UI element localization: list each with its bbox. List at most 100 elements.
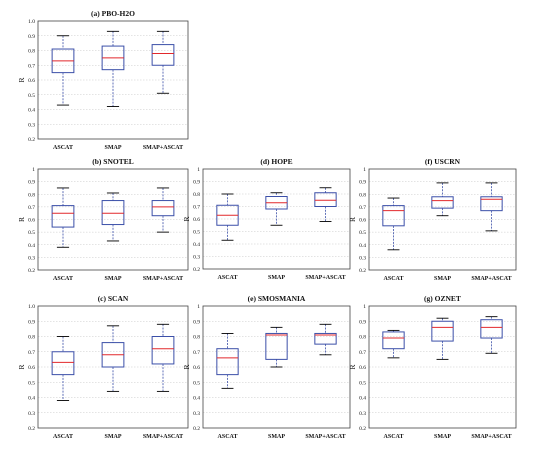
box-smap-ascat xyxy=(480,182,503,232)
iqr-box xyxy=(51,351,75,376)
y-tick-label: 0.7 xyxy=(193,205,200,211)
box-smap-ascat xyxy=(314,187,337,222)
y-tick-label: 0.3 xyxy=(193,411,200,417)
box-smap-ascat xyxy=(151,187,175,233)
x-category-label: ASCAT xyxy=(218,275,238,281)
box-ascat xyxy=(51,336,75,401)
plot-frame xyxy=(202,168,351,270)
chart-title: (d) HOPE xyxy=(260,157,292,166)
y-tick-label: 0.4 xyxy=(359,243,366,249)
box-smap-ascat xyxy=(480,316,503,354)
y-tick-label: 0.8 xyxy=(28,192,35,198)
y-tick-label: 0.6 xyxy=(28,365,35,371)
y-tick-label: 0.7 xyxy=(28,63,35,69)
y-tick-label: 0.2 xyxy=(28,137,35,143)
iqr-box xyxy=(51,205,75,228)
chart-title: (a) PBO-H2O xyxy=(91,9,135,18)
y-axis-label: R xyxy=(17,217,26,222)
y-tick-label: 0.3 xyxy=(28,122,35,128)
x-category-label: ASCAT xyxy=(53,434,73,440)
y-tick-label: 0.7 xyxy=(193,350,200,356)
y-tick-label: 0.9 xyxy=(28,180,35,186)
chart-title: (e) SMOSMANIA xyxy=(248,294,306,303)
y-tick-label: 0.7 xyxy=(28,205,35,211)
y-tick-label: 0.8 xyxy=(28,49,35,55)
y-tick-label: 1.0 xyxy=(28,19,35,25)
y-tick-label: 0.9 xyxy=(28,34,35,40)
y-axis-label: R xyxy=(348,217,357,222)
x-category-label: SMAP+ASCAT xyxy=(305,434,345,440)
y-axis-label: R xyxy=(182,216,191,221)
x-category-label: ASCAT xyxy=(53,276,73,282)
x-category-label: SMAP xyxy=(105,145,122,151)
y-tick-label: 0.3 xyxy=(359,411,366,417)
iqr-box xyxy=(431,320,454,342)
y-tick-label: 0.5 xyxy=(359,380,366,386)
x-category-label: SMAP xyxy=(268,434,285,440)
y-tick-label: 0.7 xyxy=(359,205,366,211)
x-category-label: SMAP xyxy=(434,434,451,440)
box-ascat xyxy=(51,187,75,248)
y-tick-label: 0.8 xyxy=(28,335,35,341)
y-tick-label: 0.2 xyxy=(193,267,200,273)
y-tick-label: 1 xyxy=(32,167,35,173)
box-ascat xyxy=(216,333,239,389)
y-tick-label: 0.2 xyxy=(193,426,200,432)
iqr-box xyxy=(480,319,503,339)
y-tick-label: 0.4 xyxy=(28,243,35,249)
box-smap xyxy=(101,325,125,392)
y-tick-label: 0.2 xyxy=(28,426,35,432)
box-ascat xyxy=(51,35,75,106)
y-tick-label: 0.5 xyxy=(28,230,35,236)
x-category-label: ASCAT xyxy=(384,276,404,282)
box-smap xyxy=(265,192,288,226)
y-tick-label: 1 xyxy=(363,304,366,310)
x-category-label: SMAP+ASCAT xyxy=(305,275,345,281)
y-tick-label: 0.5 xyxy=(193,380,200,386)
plot-frame xyxy=(37,305,189,429)
plot-frame xyxy=(368,305,517,429)
y-tick-label: 0.5 xyxy=(28,380,35,386)
y-tick-label: 0.4 xyxy=(359,396,366,402)
iqr-box xyxy=(151,44,175,66)
box-smap xyxy=(265,326,288,368)
y-tick-label: 0.5 xyxy=(193,230,200,236)
x-category-label: SMAP xyxy=(105,434,122,440)
chart-panel: 0.2 0.3 0.4 0.5 0.6 0.7 0.8 0.9 1.0 (c) SCAN R ASCA… xyxy=(17,294,189,440)
chart-title: (c) SCAN xyxy=(98,294,129,303)
box-ascat xyxy=(216,193,239,241)
y-tick-label: 1 xyxy=(197,167,200,173)
y-axis-label: R xyxy=(182,364,191,369)
x-category-label: SMAP+ASCAT xyxy=(143,145,183,151)
iqr-box xyxy=(216,348,239,376)
iqr-box xyxy=(101,200,125,226)
y-tick-label: 0.4 xyxy=(28,396,35,402)
y-tick-label: 0.2 xyxy=(28,268,35,274)
y-tick-label: 0.2 xyxy=(359,268,366,274)
y-axis-label: R xyxy=(17,364,26,369)
y-tick-label: 0.7 xyxy=(28,350,35,356)
plot-frame xyxy=(37,168,189,271)
y-tick-label: 0.5 xyxy=(28,93,35,99)
y-tick-label: 0.6 xyxy=(28,218,35,224)
iqr-box xyxy=(265,332,288,360)
box-ascat xyxy=(382,197,405,251)
iqr-box xyxy=(382,205,405,227)
iqr-box xyxy=(431,196,454,209)
plot-frame xyxy=(368,168,517,271)
chart-panel: 0.2 0.3 0.4 0.5 0.6 0.7 0.8 0.9 1 (f) USCRN R ASCAT… xyxy=(348,157,517,282)
chart-title: (f) USCRN xyxy=(425,157,461,166)
x-category-label: ASCAT xyxy=(218,434,238,440)
x-category-label: SMAP+ASCAT xyxy=(143,276,183,282)
box-smap xyxy=(101,30,125,108)
chart-panel: 0.2 0.3 0.4 0.5 0.6 0.7 0.8 0.9 1 (b) SNOTEL R ASCA… xyxy=(17,157,189,282)
y-tick-label: 0.6 xyxy=(28,78,35,84)
y-tick-label: 0.4 xyxy=(193,242,200,248)
y-tick-label: 0.6 xyxy=(193,217,200,223)
box-smap-ascat xyxy=(314,323,337,356)
box-smap xyxy=(431,317,454,360)
x-category-label: SMAP+ASCAT xyxy=(143,434,183,440)
y-tick-label: 0.9 xyxy=(359,180,366,186)
x-category-label: SMAP xyxy=(105,276,122,282)
